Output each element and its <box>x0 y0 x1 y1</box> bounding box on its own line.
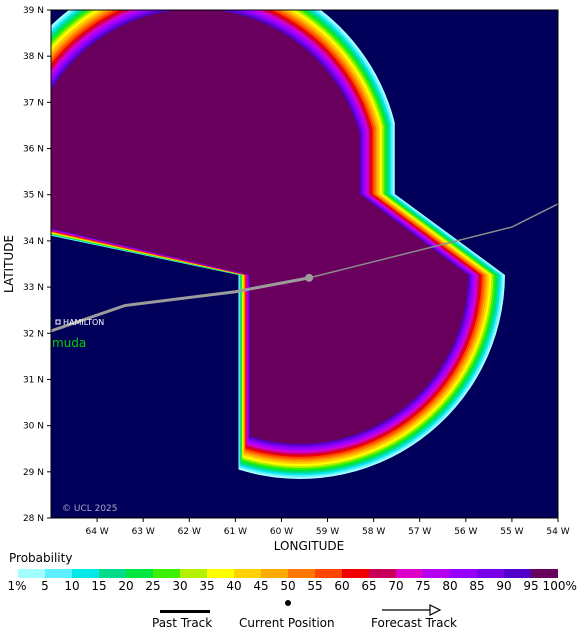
legend-swatch <box>288 569 315 578</box>
legend-label: 10 <box>64 579 80 593</box>
key-forecast-track: Forecast Track <box>362 597 482 637</box>
latitude-axis: 39 N 38 N 37 N 36 N 35 N 34 N 33 N 32 N 31 N 30 N… <box>23 6 51 524</box>
lon-tick-label: 61 W <box>224 527 247 537</box>
key-past-track-label: Past Track <box>152 616 213 630</box>
key-current-position-label: Current Position <box>239 616 335 630</box>
legend-swatch <box>450 569 477 578</box>
legend-label: 45 <box>253 579 269 593</box>
plot-frame <box>50 9 559 519</box>
legend-label: 90 <box>496 579 512 593</box>
label-bermuda: muda <box>52 336 86 350</box>
lon-tick-label: 58 W <box>362 527 385 537</box>
lat-tick-label: 35 N <box>23 191 44 201</box>
legend-label: 40 <box>226 579 242 593</box>
legend-label: 80 <box>442 579 458 593</box>
legend-label: 35 <box>199 579 215 593</box>
lon-tick-label: 56 W <box>454 527 477 537</box>
current-position-dot-sample <box>285 600 291 606</box>
legend-swatch <box>423 569 450 578</box>
legend-label: 100% <box>542 579 577 593</box>
legend-swatch <box>531 569 558 578</box>
legend-colorbar <box>18 569 558 578</box>
lat-tick-label: 37 N <box>23 98 44 108</box>
legend-swatch <box>153 569 180 578</box>
lat-tick-label: 32 N <box>23 329 44 339</box>
legend-swatch <box>126 569 153 578</box>
legend-swatch <box>396 569 423 578</box>
legend-labels: 1% 5 10 15 20 25 30 35 40 45 50 55 60 65 70 75 80 85 90 95 1… <box>0 579 580 595</box>
legend-swatch <box>261 569 288 578</box>
probability-swath <box>51 10 505 479</box>
legend-label: 30 <box>172 579 188 593</box>
legend-swatch <box>504 569 531 578</box>
legend-label: 55 <box>307 579 323 593</box>
legend-label: 65 <box>361 579 377 593</box>
key-past-track: Past Track <box>145 597 225 637</box>
lon-tick-label: 64 W <box>85 527 108 537</box>
legend-swatch <box>99 569 126 578</box>
hamilton-marker <box>55 319 61 325</box>
legend-label: 60 <box>334 579 350 593</box>
legend-swatch <box>72 569 99 578</box>
lat-tick-label: 39 N <box>23 6 44 16</box>
legend-swatch <box>315 569 342 578</box>
lat-tick-label: 29 N <box>23 468 44 478</box>
lat-tick-label: 38 N <box>23 52 44 62</box>
swath-band <box>51 10 469 444</box>
lon-tick-label: 60 W <box>270 527 293 537</box>
legend-swatch <box>180 569 207 578</box>
x-axis-label: LONGITUDE <box>274 539 344 550</box>
legend-swatch <box>45 569 72 578</box>
lat-tick-label: 36 N <box>23 145 44 155</box>
copyright-text: © UCL 2025 <box>62 504 118 514</box>
lat-tick-label: 30 N <box>23 422 44 432</box>
lon-tick-label: 62 W <box>178 527 201 537</box>
legend-label: 15 <box>91 579 107 593</box>
legend-label: 85 <box>469 579 485 593</box>
legend-label: 20 <box>118 579 134 593</box>
forecast-arrow-sample <box>382 604 442 616</box>
key-forecast-track-label: Forecast Track <box>371 616 457 630</box>
lon-tick-label: 59 W <box>316 527 339 537</box>
legend-swatch <box>369 569 396 578</box>
lon-tick-label: 57 W <box>408 527 431 537</box>
lon-tick-label: 54 W <box>546 527 569 537</box>
legend-title: Probability <box>9 551 73 565</box>
legend-swatch <box>342 569 369 578</box>
legend-label: 75 <box>415 579 431 593</box>
lat-tick-label: 33 N <box>23 283 44 293</box>
current-position-marker <box>305 273 314 282</box>
key-current-position: Current Position <box>232 597 352 637</box>
forecast-track-line <box>308 203 558 279</box>
legend-swatch <box>234 569 261 578</box>
lat-tick-label: 31 N <box>23 375 44 385</box>
map-figure: HAMILTON muda © UCL 2025 39 N 38 N 37 N 36 … <box>2 6 570 550</box>
legend-label: 70 <box>388 579 404 593</box>
lat-tick-label: 34 N <box>23 237 44 247</box>
storm-track <box>51 203 558 333</box>
lon-tick-label: 55 W <box>500 527 523 537</box>
lon-tick-label: 63 W <box>132 527 155 537</box>
legend-label: 1% <box>7 579 27 593</box>
legend-label: 95 <box>523 579 539 593</box>
legend-swatch <box>207 569 234 578</box>
longitude-axis: 64 W 63 W 62 W 61 W 60 W 59 W 58 W 57 W 56 W 55 W… <box>85 518 570 537</box>
legend-label: 25 <box>145 579 161 593</box>
legend-swatch <box>18 569 45 578</box>
legend-label: 5 <box>41 579 49 593</box>
legend-swatch <box>477 569 504 578</box>
past-track-line-sample <box>160 610 210 613</box>
lat-tick-label: 28 N <box>23 514 44 524</box>
legend-label: 50 <box>280 579 296 593</box>
past-track-line <box>51 276 310 333</box>
y-axis-label: LATITUDE <box>2 235 16 293</box>
label-hamilton: HAMILTON <box>63 318 104 327</box>
